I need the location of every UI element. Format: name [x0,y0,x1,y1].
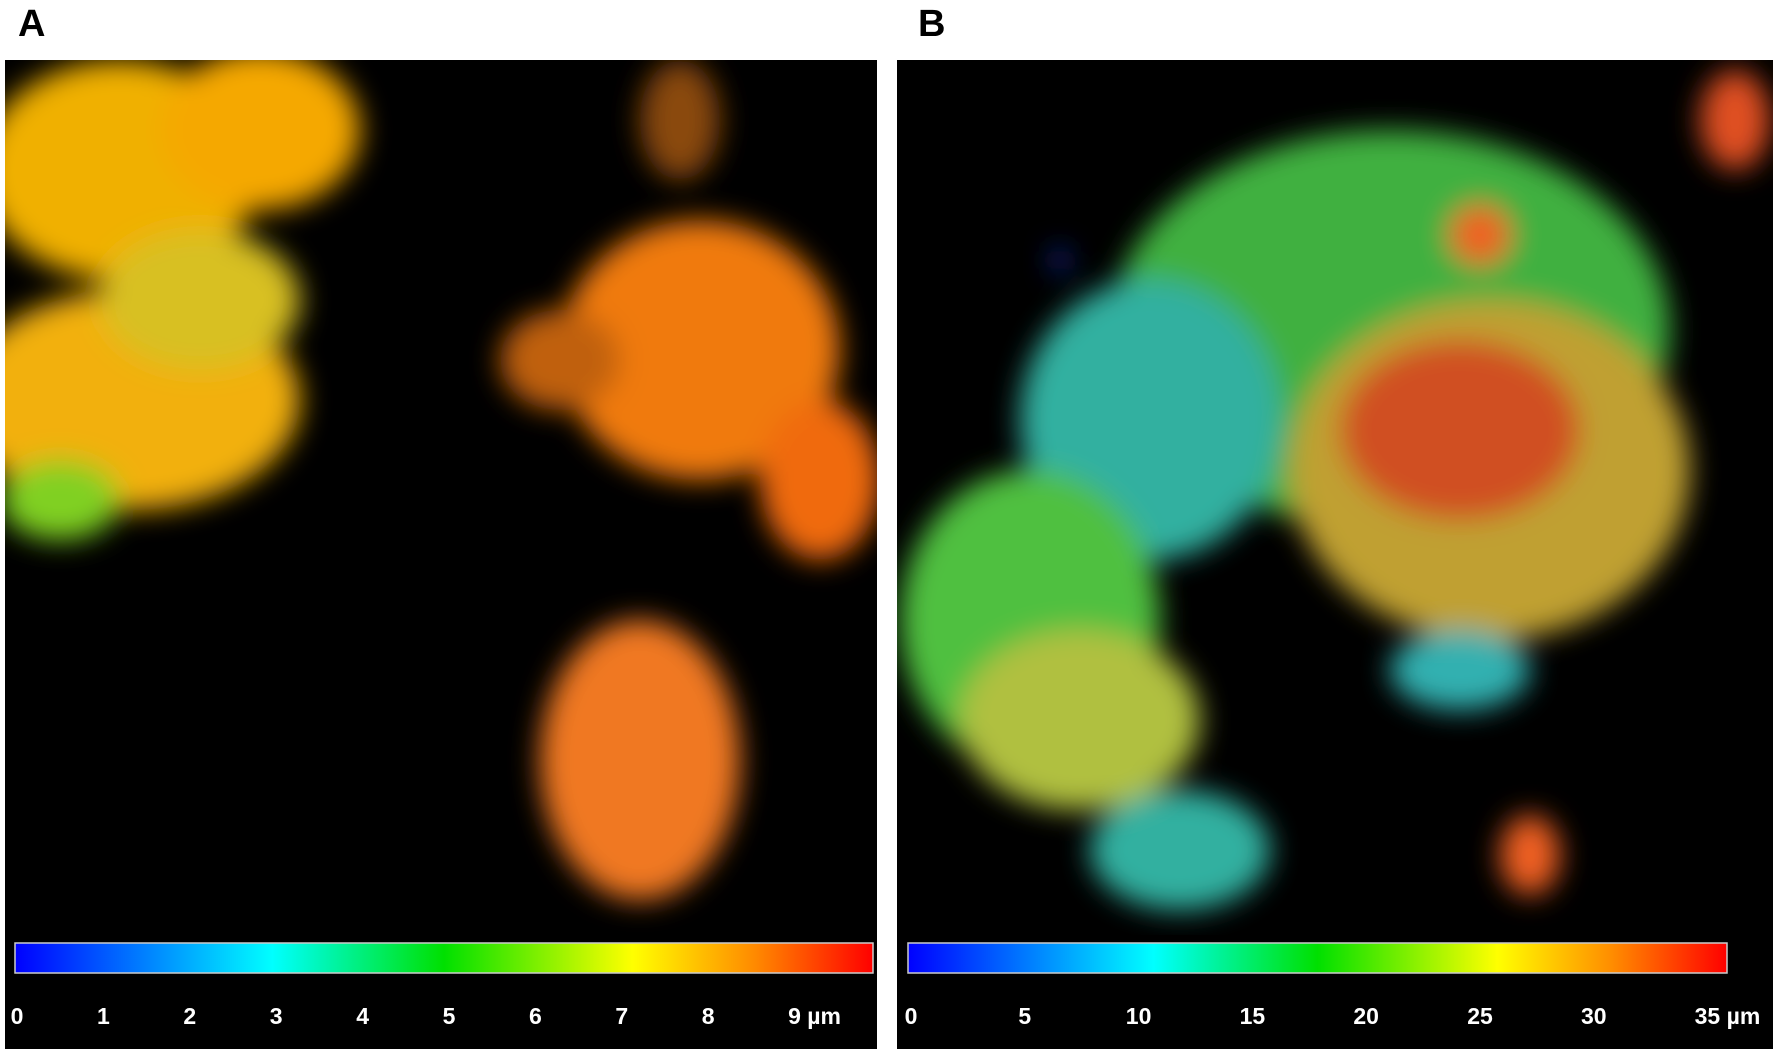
colorbar-ticks: 0 5 10 15 20 25 30 35 µm [905,1003,1761,1029]
colorbar-ticks: 0 1 2 3 4 5 6 7 8 9 µm [11,1003,841,1029]
tick-label: 4 [356,1003,369,1029]
tick-label: 1 [97,1003,110,1029]
tick-label: 10 [1126,1003,1152,1029]
tick-label: 35 µm [1695,1003,1761,1029]
microscopy-image [900,70,1770,910]
tick-label: 2 [183,1003,196,1029]
tick-label: 9 µm [788,1003,841,1029]
tick-label: 25 [1467,1003,1493,1029]
tick-label: 5 [1018,1003,1031,1029]
tick-label: 5 [443,1003,456,1029]
microscopy-image [5,60,877,900]
tick-label: 6 [529,1003,542,1029]
tick-label: 7 [615,1003,628,1029]
tick-label: 0 [11,1003,24,1029]
tick-label: 0 [905,1003,918,1029]
panel-label: A [18,3,45,45]
tick-label: 15 [1240,1003,1266,1029]
tick-label: 8 [702,1003,715,1029]
tick-label: 20 [1353,1003,1379,1029]
tick-label: 30 [1581,1003,1607,1029]
panel-label: B [918,3,945,45]
tick-label: 3 [270,1003,283,1029]
colorbar [14,942,874,974]
colorbar [907,942,1728,974]
